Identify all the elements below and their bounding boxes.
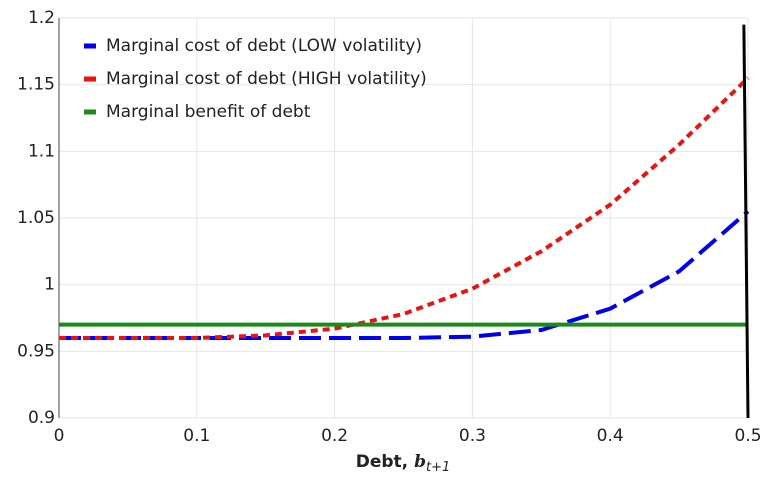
x-axis-label: Debt, bt+1	[356, 452, 450, 475]
legend-label: Marginal benefit of debt	[106, 102, 311, 122]
series-line	[742, 24, 750, 419]
x-tick-label: 0.1	[183, 426, 210, 446]
y-tick-label: 0.9	[28, 408, 55, 428]
y-tick-label: 1	[44, 275, 55, 295]
legend-label: Marginal cost of debt (LOW volatility)	[106, 36, 422, 56]
x-label-math: b	[414, 452, 426, 472]
y-tick-label: 1.1	[28, 141, 55, 161]
x-tick-label: 0.2	[321, 426, 348, 446]
x-tick-label: 0.5	[734, 426, 761, 446]
y-tick-label: 1.05	[17, 208, 55, 228]
y-tick-label: 0.95	[17, 341, 55, 361]
y-tick-label: 1.15	[17, 75, 55, 95]
x-tick-label: 0.4	[597, 426, 624, 446]
x-label-text: Debt,	[356, 452, 414, 472]
series-line	[59, 209, 750, 340]
series-line	[59, 76, 750, 340]
x-tick-label: 0.3	[459, 426, 486, 446]
x-tick-label: 0	[54, 426, 65, 446]
x-label-sub: t+1	[426, 460, 450, 475]
y-tick-label: 1.2	[28, 8, 55, 28]
legend-label: Marginal cost of debt (HIGH volatility)	[106, 69, 427, 89]
